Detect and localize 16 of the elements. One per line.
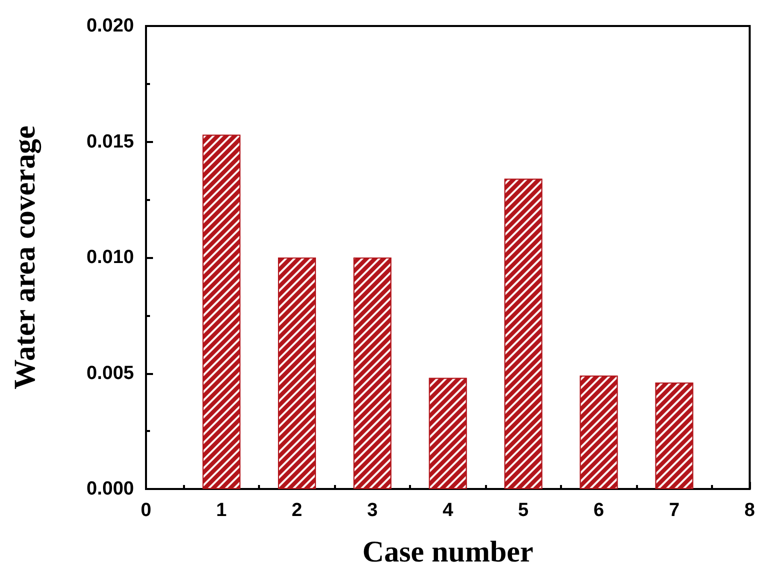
x-tick-label: 4 <box>442 500 454 521</box>
x-tick-label: 1 <box>216 500 228 521</box>
y-tick-label: 0.020 <box>86 16 134 36</box>
y-axis-title: Water area coverage <box>8 126 42 390</box>
x-tick-label: 3 <box>367 500 378 521</box>
y-tick-label: 0.005 <box>86 362 134 384</box>
y-tick-label: 0.010 <box>86 247 134 268</box>
x-tick-label: 8 <box>744 500 756 521</box>
x-axis-title: Case number <box>362 536 534 568</box>
x-tick-label: 0 <box>140 500 152 521</box>
y-tick-label: 0.015 <box>86 131 134 152</box>
x-tick-label: 5 <box>518 500 530 521</box>
y-tick-label: 0.000 <box>86 478 134 500</box>
x-tick-label: 2 <box>292 500 302 521</box>
x-tick-label: 7 <box>668 500 680 521</box>
x-tick-label: 6 <box>594 500 604 521</box>
